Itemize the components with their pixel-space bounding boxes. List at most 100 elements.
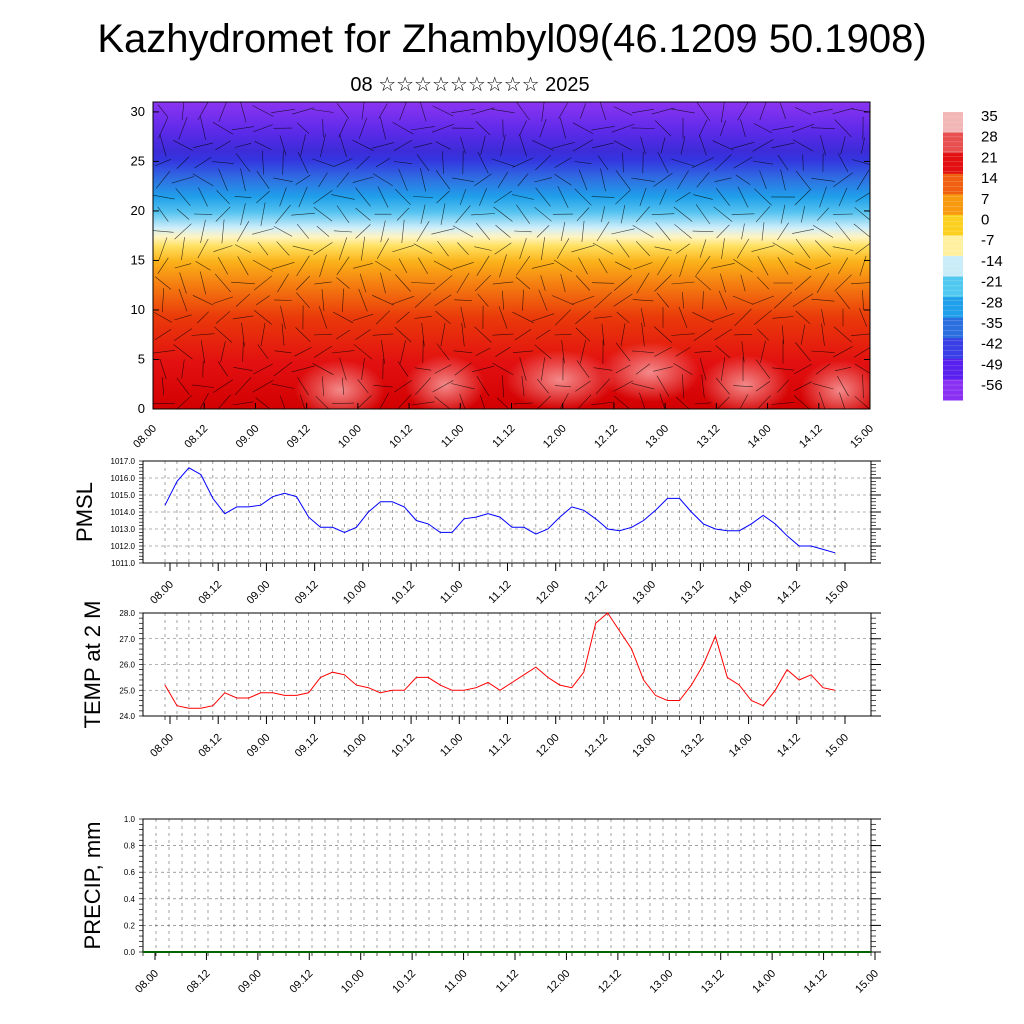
wind-vector — [753, 123, 773, 134]
wind-vector — [560, 274, 566, 292]
wind-vector — [772, 316, 794, 319]
wind-vector — [393, 161, 413, 164]
wind-vector — [574, 188, 592, 206]
wind-vector — [731, 141, 755, 149]
wind-vector — [535, 329, 551, 340]
wind-vector — [475, 121, 491, 136]
wind-vector — [581, 220, 585, 243]
y-tick-label: 15 — [131, 252, 145, 267]
wind-vector — [492, 281, 514, 285]
wind-vector — [714, 177, 732, 183]
wind-vector — [595, 378, 611, 395]
x-tick-label: 11.00 — [438, 579, 465, 606]
wind-vector — [613, 380, 633, 392]
wind-vector — [591, 282, 615, 284]
colorbar-segment — [943, 235, 963, 257]
wind-vector — [322, 119, 324, 138]
y-axis-label: PRECIP, mm — [80, 822, 105, 950]
wind-vector — [256, 190, 270, 204]
wind-vector — [862, 290, 864, 311]
wind-vector — [432, 105, 454, 117]
wind-vector — [622, 152, 624, 173]
wind-vector — [694, 402, 712, 405]
wind-vector — [696, 172, 710, 188]
wind-vector — [174, 223, 192, 240]
wind-vector — [755, 359, 771, 379]
wind-vector — [655, 222, 671, 241]
wind-vector — [234, 196, 252, 198]
wind-vector — [300, 134, 306, 157]
wind-vector — [795, 238, 811, 259]
wind-vector — [714, 154, 732, 171]
y-axis-label: TEMP at 2 M — [80, 601, 105, 729]
wind-vector — [297, 151, 309, 174]
wind-vector — [578, 169, 588, 191]
wind-vector — [837, 376, 849, 397]
wind-vector — [679, 254, 687, 277]
wind-vector — [720, 273, 726, 293]
wind-vector — [312, 363, 334, 375]
wind-vector — [358, 288, 368, 312]
wind-vector — [838, 187, 848, 207]
x-tick-label: 11.12 — [494, 968, 521, 995]
warm-spot — [405, 355, 485, 409]
wind-vector — [673, 206, 693, 222]
wind-vector — [716, 188, 730, 206]
wind-vector — [339, 133, 347, 157]
wind-vector — [413, 142, 433, 148]
wind-vector — [437, 240, 449, 257]
x-tick-label: 10.12 — [389, 732, 417, 760]
wind-vector — [191, 333, 215, 336]
wind-vector — [300, 394, 306, 409]
x-tick-label: 11.12 — [486, 732, 513, 759]
wind-vector — [434, 364, 452, 374]
wind-vector — [531, 262, 555, 269]
wind-vector — [838, 257, 848, 275]
wind-vector — [777, 154, 789, 171]
wind-vector — [296, 224, 310, 239]
x-tick-label: 08.12 — [185, 968, 213, 996]
wind-vector — [754, 309, 772, 325]
wind-vector — [440, 322, 446, 347]
wind-vector — [297, 376, 309, 396]
wind-vector — [692, 230, 714, 232]
wind-vector — [575, 327, 591, 342]
wind-vector — [653, 172, 673, 187]
wind-vector — [737, 186, 749, 208]
wind-vector — [833, 326, 853, 343]
wind-vector — [379, 392, 389, 409]
page-title: Kazhydromet for Zhambyl09(46.1209 50.190… — [97, 17, 927, 61]
wind-vector — [196, 311, 210, 324]
wind-vector — [254, 310, 272, 325]
wind-vector — [654, 120, 672, 137]
wind-vector — [192, 173, 214, 187]
wind-vector — [692, 312, 714, 323]
wind-vector — [711, 313, 735, 322]
wind-vector — [656, 375, 670, 397]
wind-vector — [674, 224, 692, 239]
wind-vector — [639, 188, 647, 206]
wind-vector — [318, 172, 328, 188]
wind-vector — [854, 207, 870, 221]
wind-vector — [733, 259, 753, 273]
wind-vector — [171, 176, 195, 184]
wind-vector — [675, 191, 691, 203]
wind-vector — [398, 258, 408, 274]
wind-vector — [217, 361, 229, 377]
wind-vector — [454, 299, 472, 301]
wind-vector — [231, 281, 255, 285]
wind-vector — [615, 364, 631, 374]
wind-vector — [491, 108, 515, 114]
wind-vector — [260, 322, 266, 347]
wind-vector — [820, 135, 826, 156]
wind-vector — [159, 134, 167, 157]
wind-vector — [198, 187, 208, 207]
x-tick-label: 13.12 — [679, 732, 707, 760]
wind-vector — [682, 291, 684, 309]
colorbar-label: 28 — [981, 129, 998, 146]
wind-vector — [557, 186, 569, 208]
colorbar-label: -14 — [981, 253, 1003, 270]
wind-vector — [353, 344, 373, 360]
wind-vector — [598, 258, 608, 274]
